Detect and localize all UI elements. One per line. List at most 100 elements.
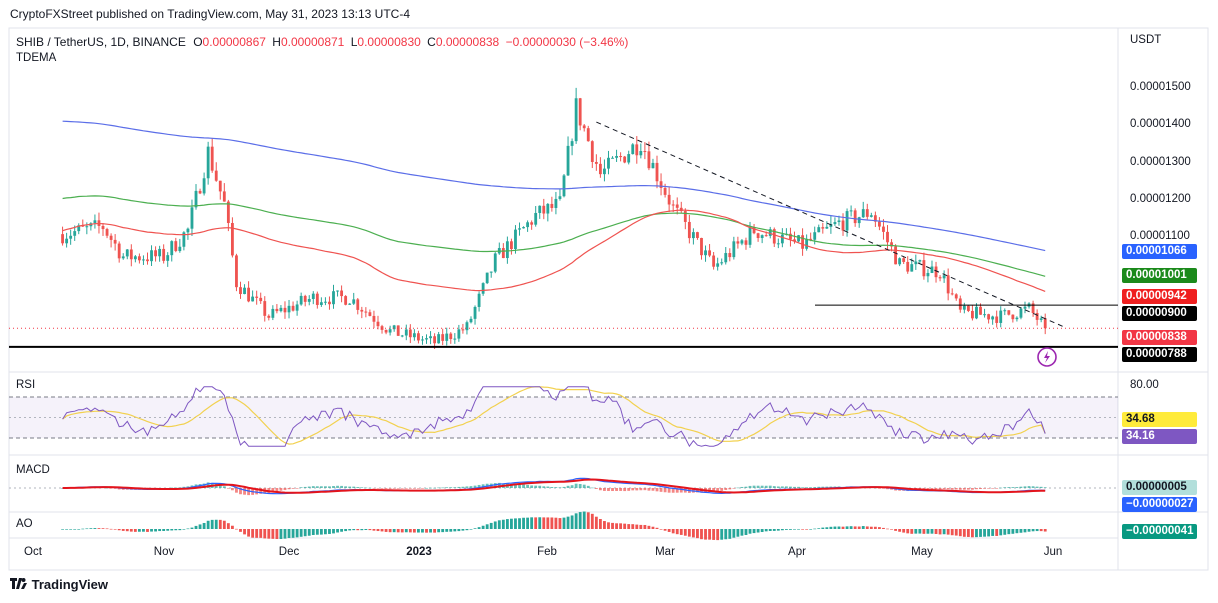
macd-histogram-bar bbox=[61, 488, 64, 489]
candle-body bbox=[481, 283, 485, 294]
candle-body bbox=[267, 315, 271, 318]
ao-bar bbox=[574, 513, 578, 529]
ao-bar bbox=[392, 529, 396, 533]
macd-histogram-bar bbox=[542, 486, 546, 488]
ao-bar bbox=[950, 529, 954, 536]
ao-bar bbox=[708, 529, 711, 540]
macd-histogram-bar bbox=[829, 486, 833, 488]
macd-histogram-bar bbox=[574, 483, 578, 488]
ao-bar bbox=[324, 529, 327, 535]
ao-bar bbox=[999, 529, 1003, 536]
macd-histogram-bar bbox=[356, 487, 360, 488]
candle-body bbox=[611, 157, 614, 159]
rsi-line bbox=[62, 386, 1046, 448]
ema50-price-tag: 0.00000942 bbox=[1122, 289, 1197, 304]
candle-body bbox=[396, 325, 400, 336]
ao-title[interactable]: AO bbox=[16, 518, 33, 530]
ao-bar bbox=[639, 524, 643, 529]
macd-histogram-bar bbox=[805, 487, 809, 488]
ao-bar bbox=[995, 529, 999, 536]
macd-histogram-bar bbox=[594, 488, 598, 489]
ao-bar bbox=[530, 517, 534, 529]
macd-histogram-bar bbox=[336, 485, 339, 488]
ema200-line bbox=[62, 120, 1046, 252]
lightning-icon-glyph bbox=[1044, 351, 1050, 363]
macd-histogram-bar bbox=[493, 483, 497, 488]
macd-histogram-bar bbox=[174, 487, 178, 489]
candle-body bbox=[582, 125, 586, 129]
candle-body bbox=[453, 338, 457, 340]
macd-histogram-bar bbox=[453, 487, 457, 488]
symbol-label[interactable]: SHIB / TetherUS, 1D, BINANCE bbox=[16, 35, 186, 49]
macd-histogram-bar bbox=[740, 486, 744, 488]
ao-bar bbox=[841, 526, 845, 529]
macd-histogram-bar bbox=[518, 484, 521, 488]
macd-histogram-bar bbox=[1019, 486, 1023, 488]
candle-body bbox=[728, 253, 732, 258]
macd-histogram-bar bbox=[659, 488, 663, 492]
ao-bar bbox=[137, 529, 141, 532]
macd-histogram-bar bbox=[1007, 487, 1011, 488]
ao-bar bbox=[489, 522, 493, 529]
candle-body bbox=[825, 226, 829, 229]
macd-histogram-bar bbox=[303, 486, 307, 488]
candle-body bbox=[732, 241, 736, 258]
ao-bar bbox=[813, 528, 817, 530]
macd-histogram-bar bbox=[631, 488, 635, 491]
ao-bar bbox=[404, 529, 408, 533]
macd-histogram-bar bbox=[275, 488, 279, 492]
candle-body bbox=[619, 156, 623, 158]
macd-histogram-bar bbox=[623, 488, 627, 492]
open-value: 0.00000867 bbox=[202, 35, 266, 49]
ao-bar bbox=[352, 529, 356, 531]
ao-bar bbox=[845, 526, 849, 529]
macd-histogram-bar bbox=[756, 485, 760, 488]
ao-bar bbox=[481, 525, 485, 529]
candle-body bbox=[380, 326, 384, 330]
rsi-title[interactable]: RSI bbox=[16, 379, 36, 391]
macd-histogram-bar bbox=[582, 484, 586, 488]
macd-histogram-bar bbox=[590, 487, 594, 489]
macd-histogram-bar bbox=[1023, 486, 1027, 488]
tradingview-logo[interactable]: TradingView bbox=[10, 577, 108, 592]
macd-title[interactable]: MACD bbox=[16, 464, 50, 476]
candle-body bbox=[898, 258, 902, 265]
candle-body bbox=[251, 296, 255, 302]
candle-body bbox=[162, 248, 166, 261]
candle-body bbox=[421, 339, 424, 341]
macd-histogram-bar bbox=[991, 488, 995, 489]
ao-bar bbox=[437, 529, 441, 533]
candle-body bbox=[1023, 306, 1027, 309]
candle-body bbox=[279, 307, 283, 312]
indicator-label[interactable]: TDEMA bbox=[16, 52, 57, 64]
change-value: −0.00000030 (−3.46%) bbox=[505, 35, 629, 49]
macd-histogram-bar bbox=[780, 486, 784, 488]
ao-bar bbox=[991, 529, 995, 536]
ohlc-legend: SHIB / TetherUS, 1D, BINANCE O0.00000867… bbox=[16, 35, 628, 49]
candle-body bbox=[683, 211, 687, 222]
candle-body bbox=[598, 163, 602, 175]
candle-body bbox=[623, 156, 627, 163]
candle-body bbox=[821, 227, 825, 229]
macd-histogram-bar bbox=[109, 488, 113, 489]
candle-body bbox=[615, 156, 618, 158]
candle-body bbox=[708, 250, 711, 256]
candle-body bbox=[493, 253, 497, 272]
ema100-price-tag: 0.00001001 bbox=[1122, 268, 1197, 283]
ao-bar bbox=[809, 529, 813, 530]
macd-histogram-bar bbox=[764, 485, 768, 488]
ao-bar bbox=[146, 529, 149, 532]
macd-histogram-bar bbox=[619, 488, 623, 491]
ao-bar bbox=[182, 529, 186, 530]
candle-body bbox=[906, 261, 910, 272]
ao-value-tag: −0.00000041 bbox=[1122, 524, 1197, 539]
candle-body bbox=[962, 305, 966, 310]
ao-bar bbox=[797, 528, 800, 530]
ao-bar bbox=[554, 517, 558, 529]
candle-body bbox=[671, 204, 675, 206]
candle-body bbox=[764, 235, 768, 237]
ao-bar bbox=[400, 529, 404, 533]
month-label: 2023 bbox=[406, 546, 432, 558]
macd-histogram-bar bbox=[671, 488, 675, 493]
candle-body bbox=[170, 241, 174, 256]
